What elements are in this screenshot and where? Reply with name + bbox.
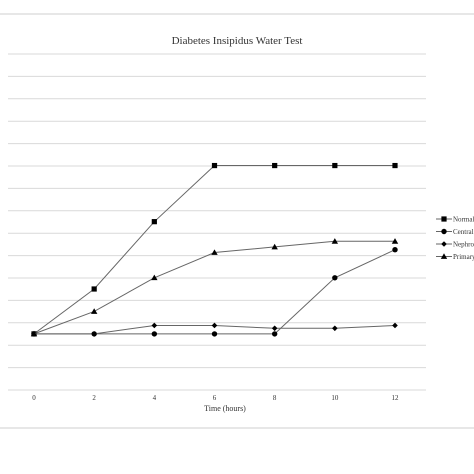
- legend: Normal Central Nephrogenic Primary: [436, 216, 474, 261]
- data-point: [391, 238, 399, 244]
- data-point: [211, 249, 218, 255]
- data-point: [151, 331, 158, 337]
- series-nephrogenic: [31, 322, 398, 337]
- data-point: [392, 162, 398, 169]
- data-point: [30, 330, 38, 337]
- series-group: [30, 162, 399, 337]
- gridlines: [8, 53, 426, 391]
- data-point: [332, 162, 338, 169]
- x-tick-label: 8: [273, 394, 277, 402]
- data-point: [151, 219, 157, 225]
- x-tick-label: 4: [153, 394, 157, 402]
- legend-marker: [441, 228, 447, 235]
- data-point: [151, 322, 158, 329]
- x-axis-label: Time (hours): [204, 404, 246, 413]
- data-point: [211, 331, 218, 337]
- data-point: [392, 322, 398, 329]
- x-tick-label: 6: [213, 394, 217, 402]
- legend-item: Primary: [436, 253, 474, 261]
- legend-label: Primary: [453, 253, 474, 261]
- data-point: [272, 162, 278, 169]
- data-point: [91, 286, 97, 292]
- data-point: [332, 275, 338, 281]
- data-point: [332, 325, 338, 332]
- chart-title: Diabetes Insipidus Water Test: [172, 35, 303, 47]
- legend-marker: [441, 241, 447, 247]
- data-point: [392, 247, 398, 253]
- data-point: [271, 243, 278, 250]
- legend-item: Nephrogenic: [436, 241, 474, 249]
- legend-item: Central: [436, 228, 474, 236]
- x-tick-label: 12: [392, 394, 400, 402]
- data-point: [91, 331, 97, 337]
- data-point: [151, 274, 158, 281]
- legend-label: Nephrogenic: [453, 241, 474, 249]
- legend-marker: [441, 216, 447, 222]
- legend-item: Normal: [436, 216, 474, 224]
- legend-label: Normal: [453, 216, 474, 224]
- x-tick-label: 0: [32, 394, 36, 402]
- legend-marker: [440, 253, 448, 259]
- x-tick-label: 10: [331, 394, 339, 402]
- series-primary: [30, 238, 399, 337]
- data-point: [271, 325, 278, 332]
- x-tick-label: 2: [92, 394, 96, 402]
- data-point: [90, 308, 98, 314]
- x-tick-labels: 0 2 4 6 8 10 12: [32, 394, 399, 402]
- data-point: [211, 322, 218, 329]
- data-point: [271, 331, 278, 337]
- data-point: [331, 238, 339, 244]
- series-normal: [31, 162, 398, 337]
- data-point: [211, 162, 218, 169]
- legend-label: Central: [453, 228, 474, 236]
